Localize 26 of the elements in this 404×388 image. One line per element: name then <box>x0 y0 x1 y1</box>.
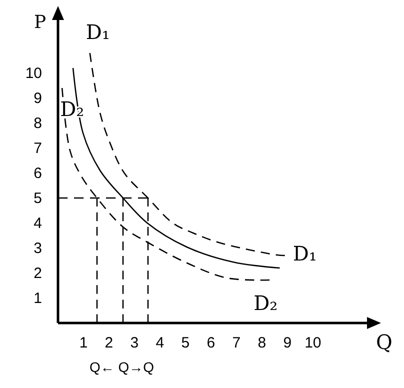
x-tick-label: 7 <box>232 334 241 352</box>
x-tick-label: 10 <box>304 334 322 352</box>
x-tick-label: 5 <box>181 334 190 352</box>
text: Q← Q→Q <box>89 359 154 375</box>
x-tick-label: 6 <box>206 334 216 352</box>
y-tick-label: 6 <box>34 164 42 182</box>
x-tick-label: 8 <box>258 334 266 352</box>
x-tick-label: 1 <box>79 334 88 352</box>
series-label: D₁ <box>292 242 317 266</box>
y-tick-label: 4 <box>34 214 42 232</box>
y-tick-label: 5 <box>34 190 42 207</box>
y-tick-label: 9 <box>34 90 42 107</box>
x-tick-label: 4 <box>156 334 164 352</box>
x-tick-label: 9 <box>283 334 292 352</box>
y-tick-label: 7 <box>34 140 42 157</box>
y-tick-label: 8 <box>34 114 42 132</box>
text: D₂ <box>254 291 278 315</box>
y-axis-title: P <box>34 12 46 33</box>
x-tick-label: 2 <box>104 334 114 352</box>
text: D₁ <box>86 20 110 44</box>
y-tick-label: 3 <box>34 240 42 257</box>
y-tick-label: 10 <box>25 64 42 82</box>
y-tick-label: 2 <box>34 264 42 282</box>
x-tick-label: 3 <box>130 334 139 352</box>
y-tick-label: 1 <box>34 290 42 307</box>
x-axis-title: Q <box>376 330 392 354</box>
